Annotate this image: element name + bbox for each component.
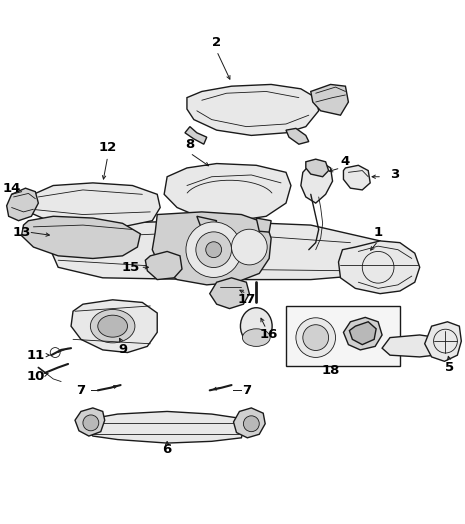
Polygon shape	[301, 162, 332, 203]
Circle shape	[196, 232, 232, 268]
Polygon shape	[164, 163, 291, 221]
Text: 9: 9	[118, 343, 127, 356]
Polygon shape	[7, 188, 38, 221]
Polygon shape	[382, 335, 439, 357]
Polygon shape	[197, 216, 217, 232]
Ellipse shape	[242, 329, 270, 346]
Polygon shape	[85, 411, 243, 443]
Ellipse shape	[98, 315, 127, 337]
Polygon shape	[349, 322, 376, 345]
Polygon shape	[306, 159, 329, 177]
Circle shape	[232, 229, 267, 265]
Text: 6: 6	[162, 443, 172, 456]
Text: 13: 13	[13, 226, 31, 238]
Polygon shape	[146, 252, 182, 280]
Text: 2: 2	[212, 36, 221, 49]
Circle shape	[186, 222, 241, 277]
Polygon shape	[233, 408, 265, 438]
Ellipse shape	[90, 310, 135, 343]
Text: 12: 12	[99, 141, 117, 154]
Text: 3: 3	[390, 168, 399, 181]
Polygon shape	[187, 84, 319, 135]
Text: 5: 5	[445, 361, 454, 374]
Polygon shape	[75, 408, 105, 436]
Text: 17: 17	[237, 293, 255, 307]
Polygon shape	[21, 216, 140, 258]
Circle shape	[243, 416, 259, 432]
Circle shape	[296, 318, 336, 357]
Polygon shape	[344, 318, 382, 350]
Polygon shape	[210, 278, 249, 309]
Text: 18: 18	[321, 364, 340, 377]
Text: 1: 1	[373, 226, 383, 238]
Polygon shape	[152, 212, 271, 285]
Polygon shape	[339, 241, 420, 293]
Polygon shape	[344, 165, 370, 190]
Circle shape	[83, 415, 99, 431]
Text: 16: 16	[260, 329, 279, 342]
Polygon shape	[26, 183, 160, 227]
Text: 14: 14	[2, 182, 21, 194]
Polygon shape	[425, 322, 461, 362]
Bar	[286, 306, 400, 366]
Text: 11: 11	[26, 348, 45, 362]
Polygon shape	[286, 128, 309, 144]
Text: 10: 10	[26, 370, 45, 383]
Polygon shape	[185, 127, 207, 144]
Text: 4: 4	[341, 155, 350, 168]
Circle shape	[303, 325, 329, 351]
Polygon shape	[311, 84, 348, 115]
Text: 7: 7	[76, 384, 86, 397]
Polygon shape	[256, 218, 271, 232]
Circle shape	[206, 242, 222, 258]
Text: 15: 15	[121, 261, 140, 274]
Text: 7: 7	[242, 384, 251, 397]
Polygon shape	[51, 221, 390, 280]
Polygon shape	[71, 300, 157, 353]
Ellipse shape	[240, 308, 272, 345]
Text: 8: 8	[185, 138, 194, 151]
